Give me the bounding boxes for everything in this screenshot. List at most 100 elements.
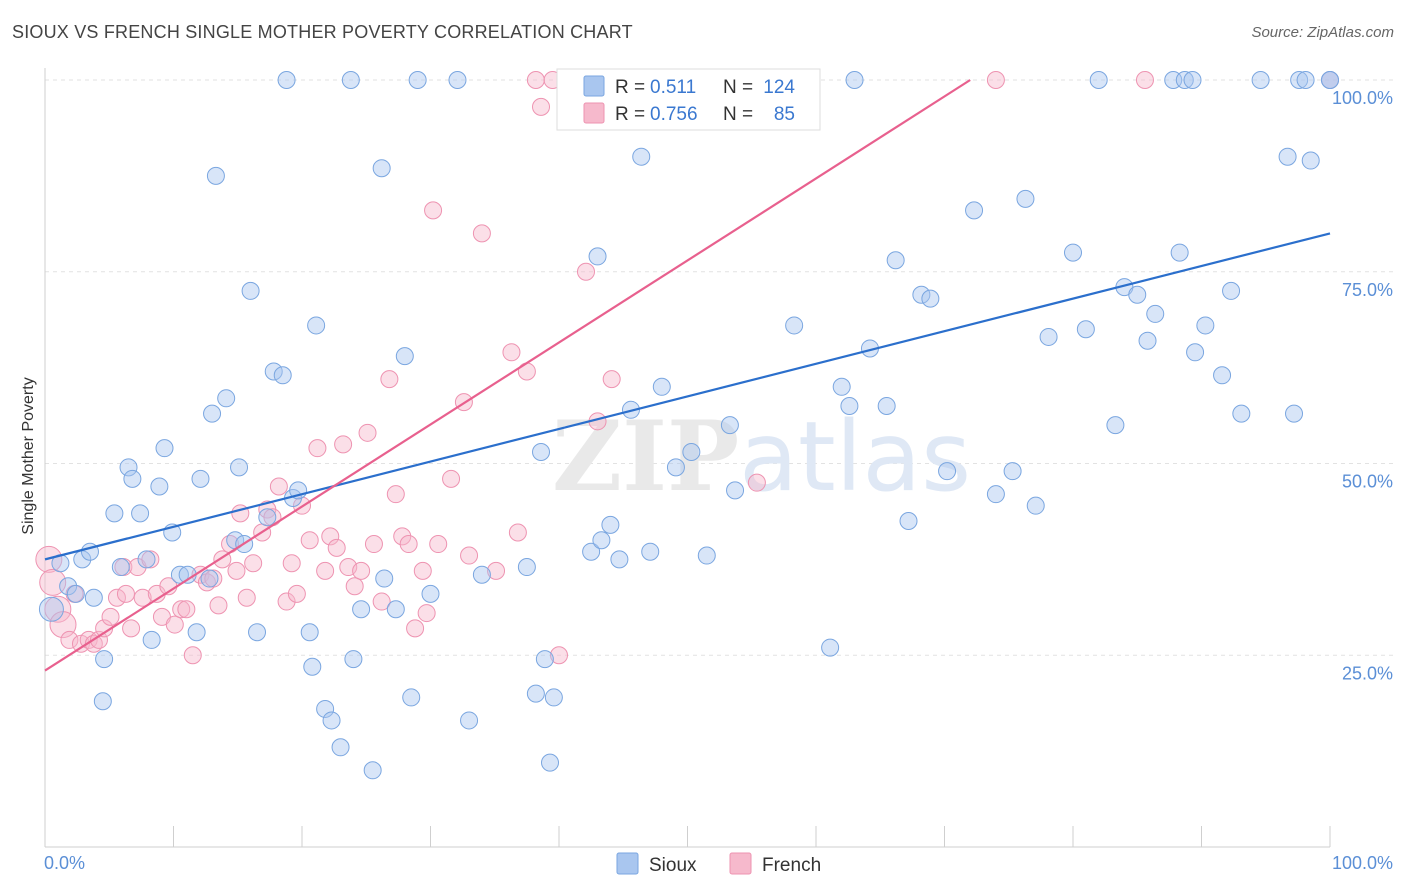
sioux-trendline: [44, 232, 1331, 561]
french-point: [364, 535, 383, 554]
sioux-point: [344, 650, 363, 669]
sioux-point: [632, 147, 651, 166]
sioux-point: [150, 477, 169, 496]
sioux-point: [38, 596, 64, 622]
french-point: [442, 469, 461, 488]
sioux-point: [1170, 243, 1189, 262]
y-tick-label: 50.0%: [1342, 472, 1393, 492]
sioux-point: [1196, 316, 1215, 335]
french-point: [316, 561, 335, 580]
sioux-point: [341, 71, 360, 89]
sioux-point: [84, 588, 103, 607]
sioux-point: [386, 600, 405, 619]
sioux-point: [200, 569, 219, 588]
axes: [44, 68, 1331, 848]
y-axis-label: Single Mother Poverty: [20, 377, 37, 534]
sioux-point: [93, 692, 112, 711]
sioux-bottom-label: Sioux: [649, 855, 697, 876]
legend-r-value: 0.511: [650, 77, 696, 98]
legend-n-value: 85: [774, 104, 795, 125]
french-point: [372, 592, 391, 611]
sioux-point: [421, 584, 440, 603]
sioux-point: [1175, 71, 1194, 89]
french-point: [747, 473, 766, 492]
sioux-point: [682, 442, 701, 461]
sioux-point: [131, 504, 150, 523]
sioux-point: [1321, 71, 1339, 89]
french-point: [44, 595, 72, 623]
watermark-text: ZIPatlas: [552, 400, 971, 513]
french-point: [177, 600, 196, 619]
sioux-point: [601, 515, 620, 534]
sioux-point: [402, 688, 421, 707]
sioux-point: [1146, 304, 1165, 323]
sioux-point: [535, 650, 554, 669]
sioux-point: [206, 166, 225, 185]
sioux-point: [1301, 151, 1320, 170]
french-point: [550, 646, 568, 665]
sioux-point: [986, 485, 1005, 504]
sioux-point: [652, 377, 671, 396]
sioux-point: [877, 396, 896, 415]
bottom-legend: Sioux French: [616, 852, 821, 876]
french-point: [602, 370, 621, 389]
french-point: [300, 531, 319, 550]
correlation-legend: R = 0.511 N = 124 R = 0.756 N = 85: [556, 68, 821, 131]
sioux-point: [264, 362, 283, 381]
chart-title: SIOUX VS FRENCH SINGLE MOTHER POVERTY CO…: [12, 22, 633, 42]
french-point: [508, 523, 527, 542]
sioux-point: [1016, 189, 1035, 208]
watermark: ZIPatlas: [552, 400, 971, 513]
y-tick-label: 100.0%: [1332, 88, 1393, 108]
french-point: [487, 561, 506, 580]
french-point: [526, 71, 545, 89]
french-point: [334, 435, 353, 454]
french-point: [472, 224, 491, 243]
french-point: [39, 568, 67, 596]
sioux-bottom-swatch: [616, 852, 639, 875]
sioux-point: [592, 531, 611, 550]
sioux-point: [697, 546, 716, 565]
sioux-point: [230, 458, 249, 477]
sioux-point: [845, 71, 864, 89]
sioux-point: [111, 558, 130, 577]
sioux-point: [273, 366, 292, 385]
french-point: [1135, 71, 1154, 89]
french-bottom-swatch: [729, 852, 752, 875]
y-tick-label: 75.0%: [1342, 280, 1393, 300]
sioux-point: [331, 738, 350, 757]
sioux-point: [217, 389, 236, 408]
french-point: [424, 201, 443, 220]
sioux-point: [119, 458, 138, 477]
french-point: [460, 546, 479, 565]
french-point: [352, 561, 371, 580]
sioux-point: [840, 396, 859, 415]
sioux-point: [1128, 285, 1147, 304]
french-bottom-label: French: [762, 855, 821, 876]
french-point: [345, 577, 364, 596]
french-point: [358, 423, 377, 442]
french-point: [380, 370, 399, 389]
legend-r-value: 0.756: [650, 104, 698, 125]
sioux-point: [277, 71, 296, 89]
french-point: [277, 592, 296, 611]
source-label: Source: ZipAtlas.com: [1251, 24, 1394, 41]
sioux-point: [137, 550, 156, 569]
sioux-point: [241, 281, 260, 300]
sioux-point: [821, 638, 840, 657]
sioux-point: [187, 623, 206, 642]
sioux-point: [832, 377, 851, 396]
french-point: [183, 646, 202, 665]
sioux-point: [1213, 366, 1232, 385]
french-point: [386, 485, 405, 504]
sioux-point: [123, 469, 142, 488]
sioux-point: [155, 439, 174, 458]
sioux-point: [610, 550, 629, 569]
sioux-point: [66, 584, 85, 603]
french-point: [141, 550, 160, 569]
sioux-point: [720, 416, 739, 435]
sioux-point: [448, 71, 467, 89]
y-tick-label: 25.0%: [1342, 663, 1393, 683]
sioux-point: [105, 504, 124, 523]
